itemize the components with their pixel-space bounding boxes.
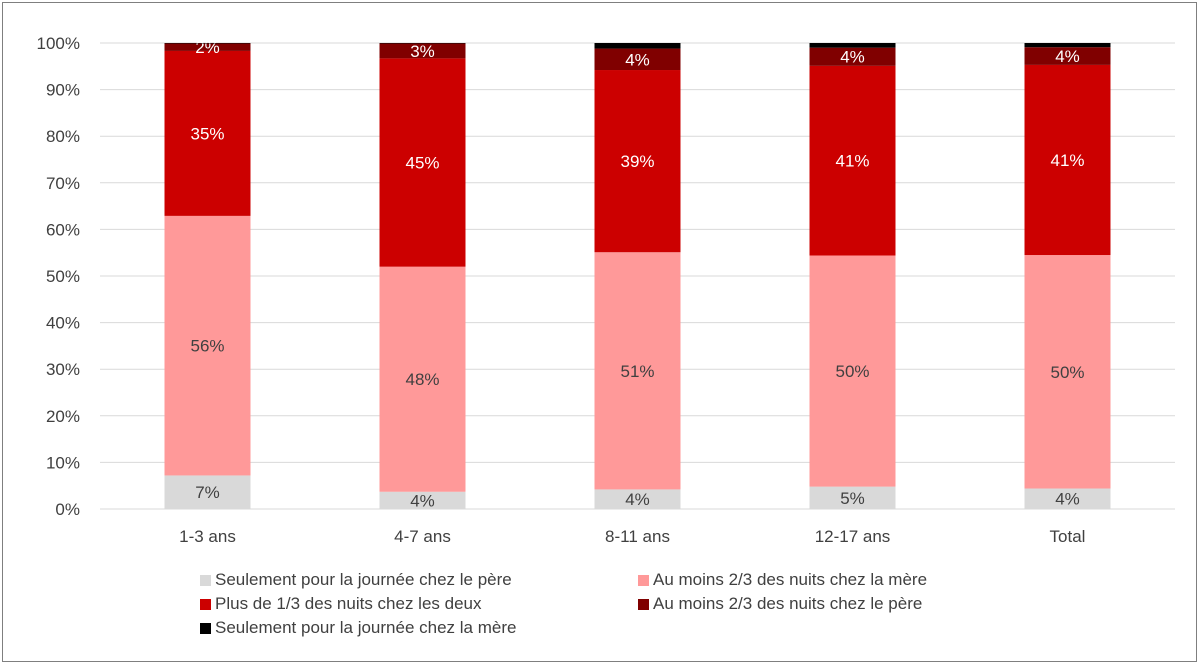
x-tick-label: 1-3 ans bbox=[179, 527, 236, 546]
legend-item: Plus de 1/3 des nuits chez les deux bbox=[200, 594, 482, 614]
bar-segment bbox=[1024, 47, 1111, 65]
legend-label: Au moins 2/3 des nuits chez la mère bbox=[653, 570, 928, 589]
y-tick-label: 10% bbox=[46, 453, 80, 472]
bar-segment bbox=[164, 215, 251, 476]
bar-segment bbox=[1024, 255, 1111, 489]
y-tick-label: 80% bbox=[46, 127, 80, 146]
x-tick-label: 4-7 ans bbox=[394, 527, 451, 546]
data-label: 5% bbox=[840, 489, 865, 508]
legend-label: Seulement pour la journée chez le père bbox=[215, 570, 512, 589]
bar-segment bbox=[1024, 488, 1111, 509]
y-tick-label: 70% bbox=[46, 174, 80, 193]
legend-item: Au moins 2/3 des nuits chez le père bbox=[638, 594, 922, 614]
y-tick-label: 40% bbox=[46, 314, 80, 333]
data-label: 51% bbox=[620, 362, 654, 381]
legend-swatch bbox=[200, 598, 211, 610]
bar-segment bbox=[164, 50, 251, 216]
y-tick-label: 90% bbox=[46, 81, 80, 100]
data-label: 4% bbox=[625, 50, 650, 69]
bar-segment bbox=[809, 65, 896, 256]
bar-segment bbox=[594, 48, 681, 71]
bar-segment bbox=[594, 70, 681, 253]
bar-segment bbox=[164, 475, 251, 509]
bar-segment bbox=[594, 489, 681, 509]
data-label: 4% bbox=[1055, 47, 1080, 66]
bar-segment bbox=[809, 43, 896, 48]
data-label: 3% bbox=[410, 42, 435, 61]
bar-segment bbox=[379, 491, 466, 509]
y-tick-label: 100% bbox=[37, 34, 80, 53]
legend-swatch bbox=[200, 622, 211, 634]
bar-segment bbox=[379, 43, 466, 59]
x-tick-label: 12-17 ans bbox=[815, 527, 891, 546]
y-tick-label: 20% bbox=[46, 407, 80, 426]
x-tick-label: 8-11 ans bbox=[605, 527, 670, 546]
bar-segment bbox=[1024, 64, 1111, 256]
data-label: 50% bbox=[1050, 363, 1084, 382]
bar-segment bbox=[594, 252, 681, 490]
data-label: 2% bbox=[195, 38, 220, 57]
bar-segment bbox=[809, 47, 896, 66]
legend-item: Au moins 2/3 des nuits chez la mère bbox=[638, 570, 927, 590]
data-label: 4% bbox=[1055, 490, 1080, 509]
bar-segment bbox=[809, 486, 896, 509]
data-label: 35% bbox=[190, 124, 224, 143]
legend-label: Seulement pour la journée chez la mère bbox=[215, 618, 517, 637]
y-tick-label: 60% bbox=[46, 220, 80, 239]
y-tick-label: 30% bbox=[46, 360, 80, 379]
bar-segment bbox=[379, 266, 466, 492]
bar-segment bbox=[594, 43, 681, 49]
bar-segment bbox=[379, 58, 466, 267]
data-label: 45% bbox=[405, 154, 439, 173]
legend-item: Seulement pour la journée chez le père bbox=[200, 570, 512, 590]
legend-label: Au moins 2/3 des nuits chez le père bbox=[653, 594, 923, 613]
data-label: 56% bbox=[190, 337, 224, 356]
x-tick-label: Total bbox=[1050, 527, 1086, 546]
legend-swatch bbox=[200, 574, 211, 586]
data-label: 48% bbox=[405, 370, 439, 389]
legend-item: Seulement pour la journée chez la mère bbox=[200, 618, 516, 638]
legend-swatch bbox=[638, 574, 649, 586]
data-label: 39% bbox=[620, 152, 654, 171]
bar-segment bbox=[809, 255, 896, 487]
data-label: 4% bbox=[410, 491, 435, 510]
data-label: 50% bbox=[835, 362, 869, 381]
data-label: 7% bbox=[195, 483, 220, 502]
legend-swatch bbox=[638, 598, 649, 610]
bar-segment bbox=[164, 43, 251, 51]
data-label: 4% bbox=[840, 48, 865, 67]
legend-label: Plus de 1/3 des nuits chez les deux bbox=[215, 594, 482, 613]
bar-segment bbox=[1024, 43, 1111, 48]
y-tick-label: 0% bbox=[55, 500, 80, 519]
data-label: 41% bbox=[1050, 151, 1084, 170]
data-label: 4% bbox=[625, 490, 650, 509]
y-tick-label: 50% bbox=[46, 267, 80, 286]
data-label: 41% bbox=[835, 152, 869, 171]
